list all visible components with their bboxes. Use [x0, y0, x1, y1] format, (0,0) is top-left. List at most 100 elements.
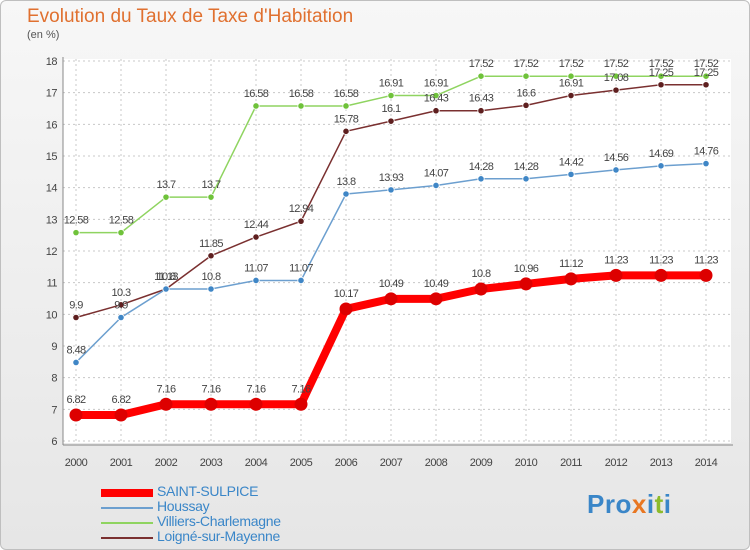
data-label: 16.43	[424, 93, 449, 105]
x-tick-label: 2005	[290, 457, 313, 469]
data-point	[297, 102, 305, 110]
y-tick-label: 16	[46, 119, 58, 131]
data-label: 11.13	[154, 271, 178, 283]
data-label: 12.44	[244, 219, 269, 231]
data-label: 10.49	[424, 278, 449, 290]
data-point	[702, 72, 710, 80]
data-point	[342, 127, 350, 135]
y-tick-label: 13	[46, 214, 58, 226]
data-label: 15.78	[334, 113, 359, 125]
x-tick-label: 2013	[650, 457, 673, 469]
data-label: 17.52	[694, 58, 719, 70]
data-point	[567, 170, 575, 178]
data-point	[204, 397, 218, 411]
x-tick-label: 2002	[155, 457, 178, 469]
data-label: 6.82	[66, 394, 85, 406]
data-point	[474, 282, 488, 296]
x-tick-label: 2008	[425, 457, 448, 469]
data-point	[339, 302, 353, 316]
data-label: 7.16	[201, 383, 220, 395]
data-label: 9.9	[114, 300, 128, 312]
data-label: 16.91	[424, 78, 449, 90]
data-label: 13.7	[201, 179, 220, 191]
data-label: 14.28	[514, 161, 539, 173]
logo-letter: i	[646, 489, 655, 519]
data-point	[432, 181, 440, 190]
data-point	[294, 397, 308, 411]
data-label: 8.48	[66, 344, 85, 356]
y-tick-label: 8	[51, 373, 57, 385]
data-label: 17.08	[604, 72, 629, 84]
data-label: 17.52	[649, 58, 674, 70]
data-point	[162, 193, 170, 201]
data-point	[657, 72, 665, 80]
data-label: 11.07	[289, 262, 313, 274]
x-tick-label: 2009	[470, 457, 493, 469]
data-label: 10.8	[156, 271, 175, 283]
legend-swatch	[101, 489, 153, 497]
data-label: 7.16	[246, 383, 265, 395]
data-label: 17.25	[694, 67, 719, 79]
y-tick-label: 12	[46, 246, 58, 258]
x-tick-label: 2001	[110, 457, 133, 469]
data-point	[72, 358, 80, 367]
data-point	[342, 102, 350, 110]
data-point	[72, 229, 80, 237]
logo-letter: P	[587, 489, 605, 519]
series-villiers-charlemagne: 12.58 12.58 13.7 13.7 16.58 16.58 16.58 16.91 16…	[64, 58, 719, 237]
y-tick-label: 11	[47, 278, 58, 290]
data-point	[342, 190, 350, 198]
legend-label: Villiers-Charlemagne	[157, 513, 281, 529]
data-label: 10.49	[379, 278, 404, 290]
data-point	[249, 397, 263, 411]
legend-label: Houssay	[157, 498, 210, 514]
series-saint-sulpice: 6.82 6.82 7.16 7.16 7.16 7.16 10.17 10.49 10.49 1…	[66, 254, 719, 422]
data-point	[207, 193, 215, 201]
data-label: 11.12	[559, 258, 583, 270]
x-tick-label: 2011	[560, 457, 582, 469]
legend-swatch	[101, 522, 153, 524]
data-point	[522, 175, 530, 183]
data-point	[207, 285, 215, 293]
logo-letter: x	[631, 489, 647, 519]
chart-title: Evolution du Taux de Taxe d'Habitation	[27, 6, 354, 27]
data-point	[72, 313, 80, 322]
data-label: 16.58	[334, 88, 359, 100]
y-tick-label: 6	[51, 436, 57, 448]
x-tick-label: 2000	[65, 457, 88, 469]
series-loign-sur-mayenne: 9.910.311.1311.8512.4412.9415.7816.116.4…	[69, 67, 719, 322]
y-tick-label: 7	[51, 404, 57, 416]
data-point	[297, 276, 305, 285]
logo-letter: r	[604, 489, 616, 519]
data-point	[432, 107, 440, 115]
data-label: 17.52	[469, 58, 494, 70]
data-point	[477, 107, 485, 115]
data-label: 14.69	[649, 148, 674, 160]
x-tick-label: 2007	[380, 457, 403, 469]
data-label: 16.91	[559, 78, 584, 90]
data-label: 11.23	[604, 254, 628, 266]
data-label: 16.58	[244, 88, 269, 100]
data-label: 16.1	[381, 103, 400, 115]
data-point	[522, 72, 530, 80]
y-tick-label: 15	[46, 151, 58, 163]
y-tick-label: 10	[46, 309, 58, 321]
data-point	[69, 408, 83, 422]
data-label: 14.56	[604, 152, 629, 164]
data-point	[252, 102, 260, 110]
data-label: 10.96	[514, 263, 539, 275]
legend-swatch	[101, 507, 153, 509]
data-point	[657, 162, 665, 170]
y-tick-label: 14	[46, 183, 58, 195]
y-tick-label: 9	[51, 341, 57, 353]
data-point	[162, 285, 170, 293]
logo-letter: i	[663, 489, 672, 519]
logo-letter: t	[654, 489, 664, 519]
data-point	[387, 91, 395, 100]
data-label: 12.94	[289, 203, 314, 215]
data-label: 12.58	[64, 215, 89, 227]
x-tick-label: 2014	[695, 457, 718, 469]
data-point	[117, 301, 125, 309]
data-point	[384, 292, 398, 306]
